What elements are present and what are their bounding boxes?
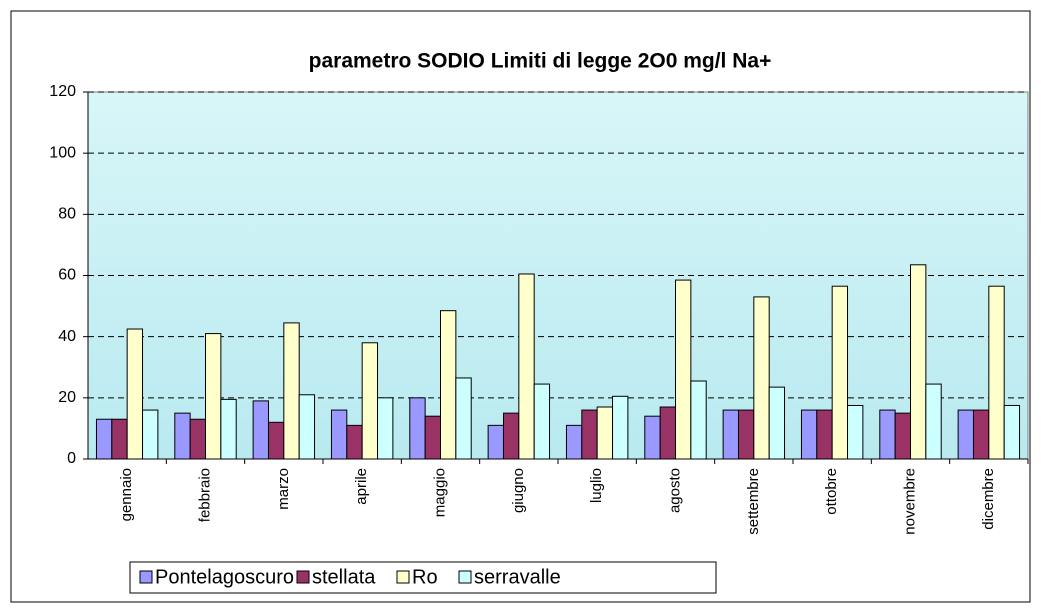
- bar: [659, 406, 677, 460]
- bar: [330, 409, 348, 460]
- x-tick-label: ottobre: [823, 468, 840, 515]
- bar: [455, 377, 472, 460]
- bar: [95, 418, 113, 460]
- bar: [1003, 404, 1021, 460]
- bar: [346, 424, 363, 460]
- y-tick-label: 20: [58, 389, 76, 406]
- y-tick-label: 0: [67, 450, 76, 467]
- bar: [424, 415, 442, 460]
- x-tick-label: settembre: [745, 468, 762, 535]
- x-tick-label: giugno: [510, 468, 527, 513]
- bar: [377, 397, 394, 460]
- y-tick-label: 100: [49, 144, 76, 161]
- legend-label: serravalle: [474, 566, 561, 588]
- bar: [831, 285, 849, 460]
- bar: [533, 383, 551, 460]
- bar: [205, 333, 222, 460]
- legend-label: stellata: [312, 566, 376, 588]
- bar: [142, 409, 159, 460]
- bar: [267, 421, 285, 460]
- bar: [644, 415, 661, 460]
- x-tick-label: maggio: [431, 468, 448, 517]
- x-tick-label: marzo: [275, 468, 292, 510]
- bar: [409, 397, 426, 460]
- bar: [988, 285, 1005, 460]
- bar: [612, 395, 629, 460]
- y-tick-label: 120: [49, 83, 76, 100]
- bar: [126, 328, 144, 460]
- x-tick-label: novembre: [901, 468, 918, 535]
- bar: [518, 273, 535, 460]
- x-tick-label: dicembre: [980, 468, 997, 530]
- bar: [925, 383, 942, 460]
- bar: [847, 404, 864, 460]
- bar: [690, 380, 707, 460]
- bar: [502, 412, 520, 460]
- bar: [910, 264, 927, 460]
- bar: [972, 409, 990, 460]
- bar: [894, 412, 912, 460]
- legend-swatch: [396, 570, 410, 584]
- x-tick-label: aprile: [353, 468, 370, 505]
- y-tick-label: 40: [58, 328, 76, 345]
- bar: [440, 310, 457, 460]
- legend-swatch: [296, 570, 310, 584]
- legend-swatch: [458, 570, 472, 584]
- bar: [252, 400, 269, 460]
- bar: [565, 424, 583, 460]
- legend-swatch: [139, 570, 153, 584]
- x-tick-label: febbraio: [196, 468, 213, 522]
- x-tick-label: agosto: [666, 468, 683, 513]
- legend-label: Ro: [412, 566, 438, 588]
- y-tick-label: 60: [58, 267, 76, 284]
- bar: [800, 409, 818, 460]
- bar: [596, 406, 614, 460]
- bar: [957, 409, 974, 460]
- bar: [298, 394, 316, 460]
- bar: [283, 322, 300, 460]
- bar: [174, 412, 191, 460]
- bar: [816, 409, 833, 460]
- bar: [753, 296, 770, 460]
- bar: [675, 279, 692, 460]
- x-tick-label: luglio: [588, 468, 605, 503]
- bar: [879, 409, 896, 460]
- x-tick-label: gennaio: [118, 468, 135, 521]
- bar: [737, 409, 755, 460]
- bar: [768, 386, 786, 460]
- bar: [189, 418, 207, 460]
- chart-title: parametro SODIO Limiti di legge 2O0 mg/l…: [309, 50, 772, 73]
- bar: [487, 424, 504, 460]
- bar: [722, 409, 739, 460]
- legend-label: Pontelagoscuro: [155, 566, 294, 588]
- legend: [129, 561, 717, 594]
- bar: [361, 342, 379, 460]
- bar: [581, 409, 598, 460]
- bar: [220, 398, 237, 460]
- bar: [111, 418, 128, 460]
- y-tick-label: 80: [58, 206, 76, 223]
